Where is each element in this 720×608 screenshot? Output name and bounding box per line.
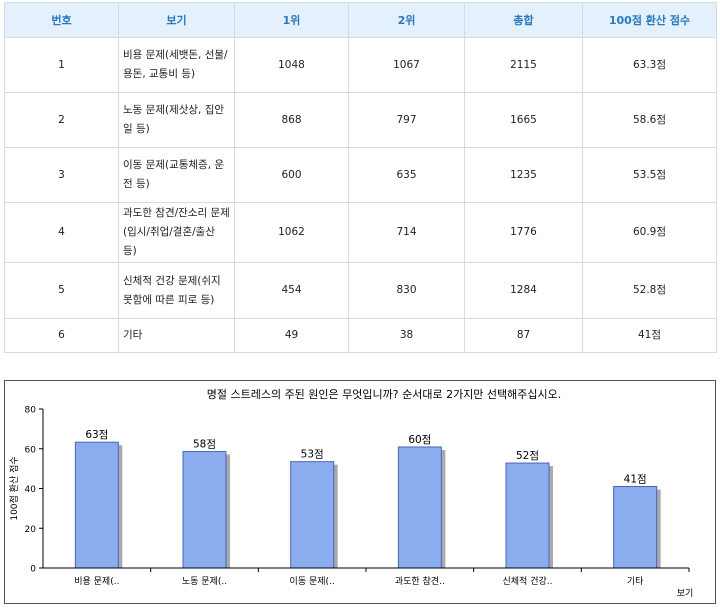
y-axis-label: 100점 환산 점수 [8, 456, 20, 520]
cell-second: 714 [348, 202, 465, 263]
data-label: 52점 [516, 450, 539, 462]
cell-score: 58.6점 [582, 92, 717, 148]
header-no: 번호 [4, 2, 119, 38]
cell-no: 4 [4, 202, 119, 263]
bar [505, 462, 550, 569]
cell-second: 1067 [348, 37, 465, 93]
cell-score: 52.8점 [582, 262, 717, 319]
bar [290, 461, 335, 569]
cell-no: 3 [4, 147, 119, 203]
cell-first: 600 [234, 147, 349, 203]
bar [74, 441, 119, 569]
table-row: 4 과도한 참견/잔소리 문제(입시/취업/결혼/출산 등) 1062 714 … [4, 202, 717, 263]
header-option: 보기 [118, 2, 235, 38]
chart-panel: 명절 스트레스의 주된 원인은 무엇입니까? 순서대로 2가지만 선택해주십시오… [4, 380, 716, 604]
data-label: 41점 [624, 474, 647, 486]
cell-second: 635 [348, 147, 465, 203]
cell-option: 신체적 건강 문제(쉬지 못함에 따른 피로 등) [118, 262, 235, 319]
cell-total: 2115 [464, 37, 583, 93]
header-total: 총합 [464, 2, 583, 38]
bar-chart: 명절 스트레스의 주된 원인은 무엇입니까? 순서대로 2가지만 선택해주십시오… [8, 387, 694, 599]
cell-total: 1284 [464, 262, 583, 319]
header-second: 2위 [348, 2, 465, 38]
results-table: 번호 보기 1위 2위 총합 100점 환산 점수 1 비용 문제(세뱃돈, 선… [4, 2, 717, 353]
data-label: 53점 [301, 449, 324, 461]
x-tick-label: 노동 문제(.. [182, 576, 227, 587]
cell-no: 6 [4, 318, 119, 353]
y-tick-label: 20 [25, 525, 37, 535]
cell-option: 이동 문제(교통체증, 운전 등) [118, 147, 235, 203]
bar [182, 451, 227, 569]
x-tick-label: 이동 문제(.. [290, 576, 335, 587]
cell-first: 868 [234, 92, 349, 148]
chart-title: 명절 스트레스의 주된 원인은 무엇입니까? 순서대로 2가지만 선택해주십시오… [207, 387, 562, 401]
cell-no: 1 [4, 37, 119, 93]
cell-option: 과도한 참견/잔소리 문제(입시/취업/결혼/출산 등) [118, 202, 235, 263]
y-tick-label: 60 [25, 445, 37, 455]
cell-second: 830 [348, 262, 465, 319]
data-label: 58점 [193, 439, 216, 451]
cell-score: 41점 [582, 318, 717, 353]
x-tick-label: 과도한 참견.. [395, 575, 445, 587]
cell-score: 53.5점 [582, 147, 717, 203]
header-score: 100점 환산 점수 [582, 2, 717, 38]
cell-score: 63.3점 [582, 37, 717, 93]
cell-second: 797 [348, 92, 465, 148]
table-header-row: 번호 보기 1위 2위 총합 100점 환산 점수 [4, 2, 717, 38]
table-row: 5 신체적 건강 문제(쉬지 못함에 따른 피로 등) 454 830 1284… [4, 262, 717, 319]
data-label: 60점 [408, 434, 431, 446]
bar [613, 486, 658, 569]
cell-no: 2 [4, 92, 119, 148]
cell-total: 1665 [464, 92, 583, 148]
cell-first: 49 [234, 318, 349, 353]
cell-first: 1062 [234, 202, 349, 263]
header-first: 1위 [234, 2, 349, 38]
x-tick-label: 기타 [627, 576, 644, 587]
y-tick-label: 40 [25, 485, 37, 495]
table-row: 3 이동 문제(교통체증, 운전 등) 600 635 1235 53.5점 [4, 147, 717, 203]
bar [397, 446, 442, 569]
cell-option: 비용 문제(세뱃돈, 선물/용돈, 교통비 등) [118, 37, 235, 93]
cell-score: 60.9점 [582, 202, 717, 263]
x-tick-label: 신체적 건강.. [503, 575, 553, 587]
cell-total: 87 [464, 318, 583, 353]
y-tick-label: 80 [25, 406, 37, 416]
cell-option: 노동 문제(제삿상, 집안일 등) [118, 92, 235, 148]
y-tick-label: 0 [30, 565, 36, 575]
cell-total: 1235 [464, 147, 583, 203]
x-tick-label: 비용 문제(.. [74, 576, 119, 587]
table-row: 1 비용 문제(세뱃돈, 선물/용돈, 교통비 등) 1048 1067 211… [4, 37, 717, 93]
table-row: 6 기타 49 38 87 41점 [4, 318, 717, 353]
cell-second: 38 [348, 318, 465, 353]
x-axis-label: 보기 [677, 588, 694, 599]
cell-first: 454 [234, 262, 349, 319]
plot-area [43, 409, 689, 568]
cell-option: 기타 [118, 318, 235, 353]
table-row: 2 노동 문제(제삿상, 집안일 등) 868 797 1665 58.6점 [4, 92, 717, 148]
cell-first: 1048 [234, 37, 349, 93]
data-label: 63점 [85, 429, 108, 441]
cell-no: 5 [4, 262, 119, 319]
cell-total: 1776 [464, 202, 583, 263]
